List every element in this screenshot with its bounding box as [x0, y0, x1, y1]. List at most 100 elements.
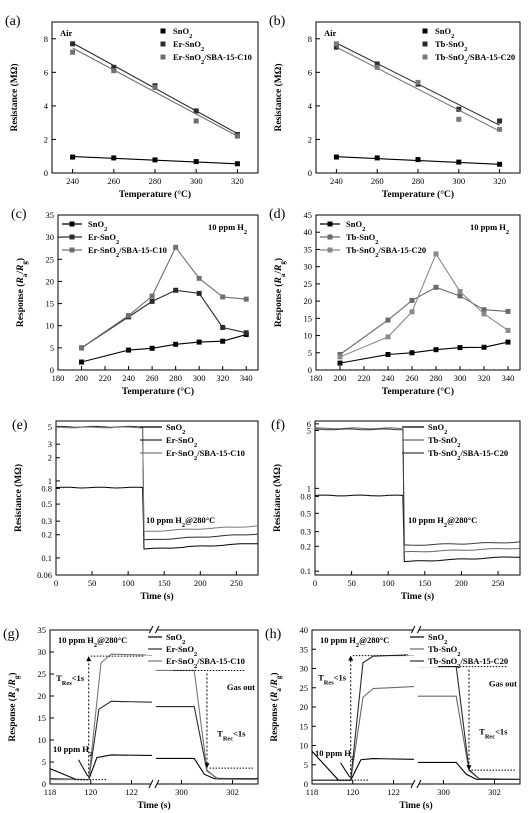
legend-marker [69, 234, 75, 240]
series-2 [333, 41, 503, 132]
y-tick-label: 6 [44, 67, 48, 77]
annotations: TRes<1s 10 ppm H2 Gas out TRec<1s [315, 655, 517, 781]
y-tick-label: 45 [304, 210, 313, 220]
legend-label: Er-SnO2 [166, 644, 197, 658]
x-tick-label: 260 [146, 373, 159, 383]
legend-label: Er-SnO2/SBA-15-C10 [88, 245, 167, 259]
series-line-right [155, 669, 259, 781]
x-tick-label: 280 [412, 176, 425, 186]
series-0 [49, 754, 258, 781]
series-line [314, 427, 521, 553]
y-tick-label: 0 [50, 365, 54, 375]
legend-entry: Er-SnO2/SBA-15-C10 [62, 245, 167, 259]
y-tick-label: 25 [300, 683, 309, 693]
y-tick-label: 0 [308, 365, 312, 375]
y-tick-label: 35 [38, 625, 47, 635]
data-point [70, 49, 76, 55]
legend-entry: Tb-SnO2 [408, 644, 460, 658]
h2-in-arrow [78, 759, 89, 777]
legend-entry: Er-SnO2 [62, 232, 119, 246]
series-1 [56, 425, 259, 541]
series-0 [55, 486, 259, 550]
y-tick-label: 0 [304, 779, 308, 789]
x-axis-label: Time (s) [401, 591, 434, 602]
x-tick-label: 300 [175, 787, 188, 797]
legend-bg [408, 645, 438, 655]
x-tick-label: 250 [230, 578, 243, 588]
series-line [339, 252, 509, 358]
series-0 [333, 154, 503, 167]
x-tick-label: 340 [240, 373, 253, 383]
data-point [111, 155, 117, 161]
legend-label: Er-SnO2/SBA-15-C10 [173, 52, 252, 66]
y-tick-label: 0.5 [300, 508, 311, 518]
fit-line [72, 47, 238, 137]
legend-entry: SnO2 [408, 632, 447, 646]
legend-entry: Er-SnO2/SBA-15-C10 [160, 52, 252, 66]
plot-frame [55, 420, 259, 576]
data-point [385, 334, 391, 340]
series-line [55, 426, 259, 532]
x-tick-label: 300 [190, 176, 203, 186]
x-tick-label: 240 [66, 176, 79, 186]
chart-panel-f: 0 50 100 150 200 250 65 10.8 0.5 0.3 0.2 0.1 Time (s… [271, 418, 521, 602]
x-tick-label: 180 [52, 373, 65, 383]
data-point [337, 354, 343, 360]
data-point [457, 288, 463, 294]
x-tick-label: 200 [334, 373, 347, 383]
x-axis-label: Time (s) [399, 800, 432, 811]
x-tick-label: 122 [125, 787, 138, 797]
annotation: 10 ppm H2@280°C [320, 635, 389, 649]
legend-bg [408, 657, 438, 667]
y-tick-label: 4 [44, 101, 49, 111]
chart-panel-d: 180 200 220 240 260 280 300 320 340 0 5 10 15 20 25 30 3… [269, 207, 521, 397]
panel-label: (e) [12, 418, 28, 433]
axis-break-mark [148, 625, 154, 635]
y-tick-label: 2 [308, 134, 312, 144]
legend-marker [69, 221, 75, 227]
response-time-label: TRes<1s [56, 673, 85, 687]
series-line-right [155, 706, 259, 780]
data-point [497, 126, 503, 132]
data-point [79, 345, 85, 351]
data-point [70, 41, 76, 47]
x-tick-label: 120 [346, 787, 359, 797]
data-point [220, 324, 226, 330]
y-tick-label: 0.06 [37, 570, 52, 580]
y-tick-label: 5 [50, 343, 54, 353]
y-tick-label: 20 [46, 276, 55, 286]
data-point [385, 352, 391, 357]
x-tick-label: 302 [226, 787, 239, 797]
y-tick-label: 35 [304, 244, 313, 254]
plot-frame [315, 21, 521, 174]
series-line-left [49, 700, 152, 781]
y-tick-label: 40 [304, 227, 313, 237]
y-tick-label: 5 [308, 348, 312, 358]
y-tick-label: 3 [48, 439, 52, 449]
y-tick-label: 2 [48, 453, 52, 463]
data-point [149, 293, 155, 299]
legend-label: Tb-SnO2/SBA-15-C20 [428, 448, 508, 462]
data-point [196, 339, 202, 345]
data-point [433, 251, 439, 257]
legend-entry: SnO2 [160, 26, 192, 40]
x-tick-label: 320 [478, 373, 491, 383]
legend-entry: Tb-SnO2 [422, 39, 467, 53]
data-point [149, 298, 155, 304]
x-tick-label: 260 [406, 373, 419, 383]
data-point [111, 68, 117, 74]
chart-panel-b: 240 260 280 300 320 0 2 4 6 8 Temperature (°C) Resi… [269, 14, 521, 200]
annotation: Air [60, 28, 73, 38]
legend-label: Tb-SnO2 [428, 644, 460, 658]
series-0 [79, 332, 249, 365]
y-tick-label: 10 [46, 321, 55, 331]
y-tick-label: 15 [300, 721, 309, 731]
legend-bg [146, 657, 176, 667]
series-0 [70, 154, 240, 167]
x-tick-label: 300 [437, 787, 450, 797]
panel-label: (b) [269, 14, 286, 29]
series-line [314, 494, 521, 563]
legend-marker [327, 221, 333, 227]
x-tick-label: 220 [358, 373, 371, 383]
x-tick-label: 320 [216, 373, 229, 383]
